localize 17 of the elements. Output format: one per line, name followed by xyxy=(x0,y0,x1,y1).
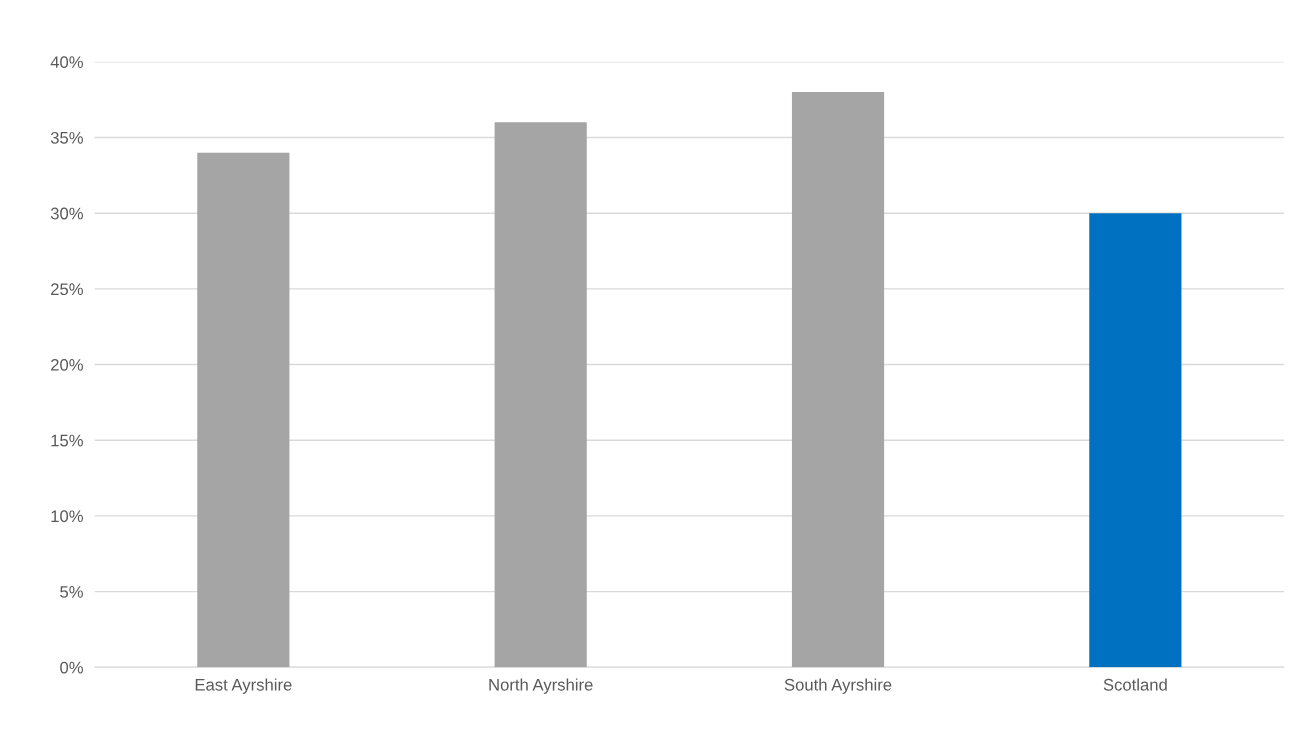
bar xyxy=(494,122,587,668)
x-tick-label: East Ayrshire xyxy=(195,678,292,694)
bar xyxy=(1089,213,1182,668)
y-tick-label: 10% xyxy=(51,510,83,523)
y-tick-label: 20% xyxy=(51,358,83,371)
y-tick-label: 0% xyxy=(60,661,83,674)
x-tick-label: South Ayrshire xyxy=(784,678,892,694)
y-tick-label: 30% xyxy=(50,207,83,220)
y-tick-label: 5% xyxy=(60,586,83,598)
y-tick-label: 15% xyxy=(51,434,83,447)
bar xyxy=(791,92,885,668)
y-tick-label: 40% xyxy=(50,56,83,69)
bar xyxy=(197,152,290,668)
y-tick-label: 35% xyxy=(50,131,83,144)
x-tick-label: Scotland xyxy=(1103,678,1167,691)
y-tick-label: 25% xyxy=(51,283,83,296)
x-tick-label: North Ayrshire xyxy=(489,678,593,694)
